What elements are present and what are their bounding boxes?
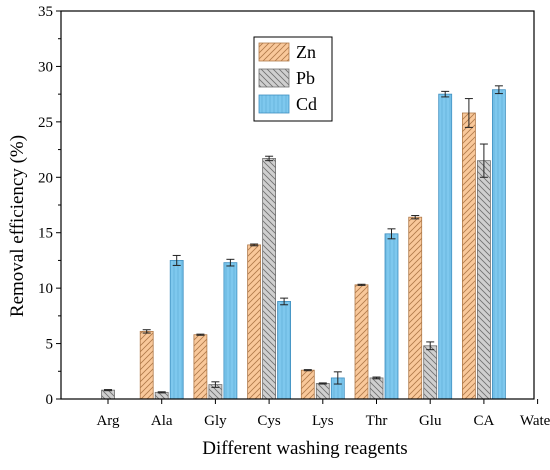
error-bar-pb-lys — [318, 382, 327, 385]
error-bar-cd-cys — [280, 297, 289, 306]
bar-cd-thr — [384, 233, 399, 400]
bar-zn-lys — [300, 369, 315, 400]
error-bar-cd-glu — [441, 90, 450, 98]
error-bar-cd-ca — [494, 85, 503, 95]
bar-pb-thr — [369, 377, 384, 400]
error-bar-pb-cys — [265, 155, 274, 162]
error-bar-pb-glu — [426, 341, 435, 351]
error-bar-cd-gly — [226, 258, 235, 267]
bar-zn-thr — [354, 284, 369, 400]
bar-zn-ca — [461, 112, 476, 400]
x-tick-label-thr: Thr — [366, 413, 388, 429]
error-bar-zn-lys — [303, 369, 312, 372]
bar-zn-cys — [247, 244, 262, 400]
error-bar-pb-ca — [479, 143, 488, 178]
error-bar-zn-cys — [250, 243, 259, 247]
y-tick-label: 15 — [38, 226, 53, 242]
x-tick-label-cys: Cys — [257, 413, 281, 429]
y-tick-label: 35 — [38, 4, 53, 20]
y-axis-label: Removal efficiency (%) — [7, 135, 28, 317]
y-tick-label: 20 — [38, 170, 53, 186]
legend-swatch-cd — [258, 94, 290, 114]
bar-zn-gly — [193, 334, 208, 400]
bar-pb-arg — [101, 389, 115, 400]
y-tick-label: 30 — [38, 59, 53, 75]
bar-zn-ala — [139, 330, 154, 400]
y-tick-label: 5 — [46, 337, 54, 353]
legend-swatch-pb — [258, 68, 290, 88]
legend-label-cd: Cd — [296, 94, 317, 114]
error-bar-zn-thr — [357, 283, 366, 286]
x-tick-label-gly: Gly — [204, 413, 227, 429]
x-tick-label-glu: Glu — [419, 413, 442, 429]
x-tick-label-water: Water — [520, 413, 550, 429]
error-bar-cd-ala — [172, 254, 181, 266]
error-bar-zn-ca — [464, 98, 473, 128]
bar-pb-ca — [476, 160, 491, 400]
x-tick-label-lys: Lys — [312, 413, 334, 429]
y-tick-label: 0 — [46, 392, 54, 408]
bar-zn-glu — [408, 216, 423, 400]
error-bar-zn-ala — [142, 329, 151, 334]
y-tick-label: 25 — [38, 115, 53, 131]
bar-cd-cys — [277, 301, 292, 400]
bar-cd-gly — [223, 262, 238, 400]
bars-layer — [101, 85, 506, 400]
bar-pb-glu — [423, 345, 438, 400]
x-tick-label-ca: CA — [473, 413, 494, 429]
error-bar-zn-glu — [411, 215, 420, 220]
legend: Zn Pb Cd — [253, 36, 333, 122]
bar-pb-lys — [315, 383, 330, 400]
bar-cd-glu — [438, 93, 453, 400]
error-bar-pb-ala — [157, 391, 166, 394]
legend-label-zn: Zn — [296, 42, 316, 62]
error-bar-pb-thr — [372, 376, 381, 380]
axes-layer: 0 5 10 15 20 25 30 35 Arg Ala Gly Cys Lys Thr Glu CA Wat… — [38, 4, 550, 429]
bar-pb-cys — [262, 158, 277, 400]
error-bar-pb-arg — [104, 389, 112, 392]
error-bar-zn-gly — [196, 333, 205, 336]
error-bar-cd-lys — [333, 371, 342, 385]
x-tick-label-arg: Arg — [96, 413, 120, 429]
y-tick-label: 10 — [38, 281, 53, 297]
error-bar-pb-gly — [211, 381, 220, 388]
x-axis-label: Different washing reagents — [202, 438, 407, 459]
x-tick-label-ala: Ala — [151, 413, 173, 429]
bar-cd-ca — [491, 89, 506, 400]
error-bar-cd-thr — [387, 228, 396, 240]
bar-cd-ala — [169, 260, 184, 400]
legend-swatch-zn — [258, 42, 290, 62]
legend-label-pb: Pb — [296, 68, 315, 88]
